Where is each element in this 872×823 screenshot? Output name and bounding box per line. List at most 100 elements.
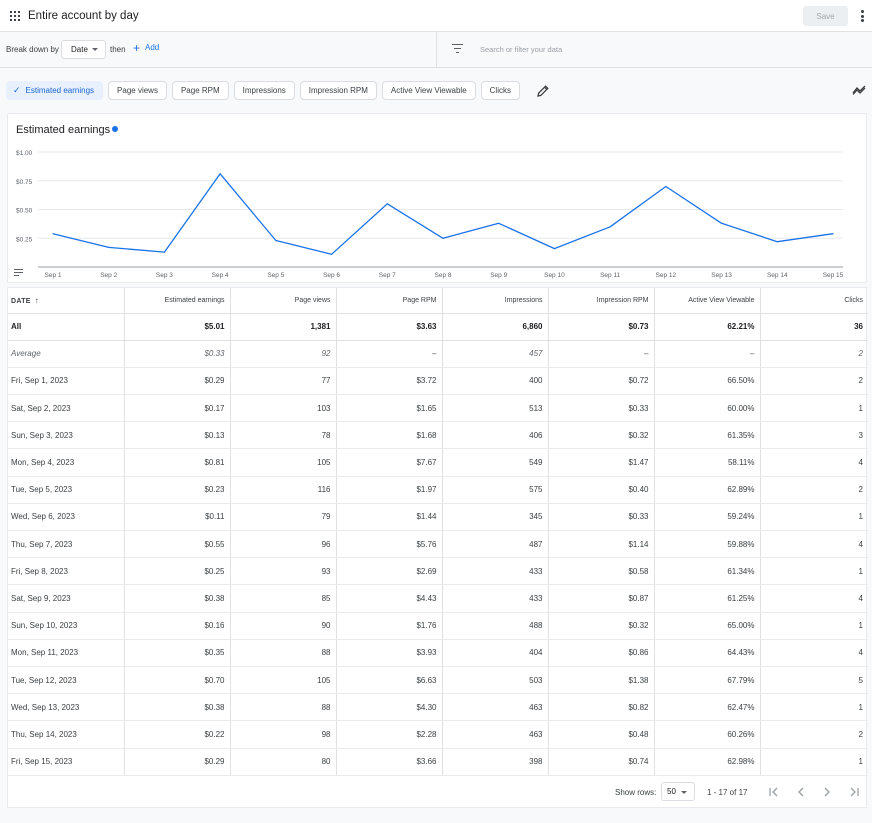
save-button[interactable]: Save: [803, 6, 848, 26]
add-dimension-button[interactable]: + Add: [133, 40, 160, 55]
plus-icon: +: [133, 40, 141, 55]
breakdown-label: Break down by: [6, 45, 59, 54]
chip-active-view-viewable[interactable]: Active View Viewable: [381, 81, 476, 100]
table-cell: 4: [760, 639, 868, 667]
column-header[interactable]: Impression RPM: [548, 288, 655, 314]
add-label: Add: [145, 43, 160, 52]
table-cell: $0.13: [124, 421, 231, 450]
table-cell: $0.87: [548, 584, 655, 613]
table-cell: 62.21%: [654, 313, 761, 341]
first-page-icon[interactable]: [767, 785, 781, 799]
more-options-icon[interactable]: [861, 10, 864, 22]
y-tick-label: $0.50: [16, 208, 33, 215]
next-page-icon[interactable]: [820, 785, 834, 799]
table-cell: 116: [230, 476, 337, 504]
table-cell: 88: [230, 639, 337, 667]
chip-impression-rpm[interactable]: Impression RPM: [299, 81, 377, 100]
table-cell: 78: [230, 421, 337, 450]
table-cell: $0.81: [124, 448, 231, 477]
data-point: [386, 203, 388, 205]
column-header[interactable]: Clicks: [760, 288, 868, 314]
edit-pencil-icon[interactable]: [536, 84, 550, 98]
table-cell: 59.88%: [654, 530, 761, 559]
table-row: Fri, Sep 8, 2023 $0.25 93 $2.69 433 $0.58 61.3…: [8, 557, 868, 586]
table-cell: $0.55: [124, 530, 231, 559]
previous-page-icon[interactable]: [794, 785, 808, 799]
table-cell: $2.28: [336, 720, 443, 749]
breakdown-bar: Break down by Date then + Add Search or …: [0, 32, 872, 68]
table-header-row: DATE ↑ Estimated earnings Page views Page RP…: [8, 288, 868, 314]
column-header-label: Impressions: [504, 296, 543, 304]
table-cell: –: [548, 340, 655, 368]
table-cell: $0.58: [548, 557, 655, 586]
table-cell: Tue, Sep 12, 2023: [8, 666, 125, 695]
table-cell: $0.48: [548, 720, 655, 749]
dimension-select[interactable]: Date: [61, 40, 106, 59]
table-cell: $1.38: [548, 666, 655, 695]
last-page-icon[interactable]: [847, 785, 861, 799]
chip-page-rpm[interactable]: Page RPM: [171, 81, 229, 100]
x-tick-label: Sep 12: [656, 272, 677, 279]
table-row: Wed, Sep 6, 2023 $0.11 79 $1.44 345 $0.33 59.2…: [8, 503, 868, 532]
table-cell: 65.00%: [654, 612, 761, 640]
table-cell: 90: [230, 612, 337, 640]
table-row: Thu, Sep 7, 2023 $0.55 96 $5.76 487 $1.14 59.8…: [8, 530, 868, 559]
table-row: Fri, Sep 15, 2023 $0.29 80 $3.66 398 $0.74 62.…: [8, 748, 868, 776]
table-cell: $0.33: [548, 503, 655, 532]
column-header[interactable]: DATE ↑: [8, 288, 125, 314]
filter-icon[interactable]: [452, 44, 463, 54]
table-row: Mon, Sep 4, 2023 $0.81 105 $7.67 549 $1.47 58.…: [8, 448, 868, 477]
apps-grid-icon[interactable]: [10, 10, 20, 21]
table-cell: $0.11: [124, 503, 231, 532]
y-tick-label: $0.75: [16, 179, 33, 186]
table-cell: 487: [442, 530, 549, 559]
table-cell: 575: [442, 476, 549, 504]
chip-page-views[interactable]: Page views: [108, 81, 167, 100]
table-cell: Tue, Sep 5, 2023: [8, 476, 125, 504]
table-cell: 2: [760, 476, 868, 504]
table-row: Mon, Sep 11, 2023 $0.35 88 $3.93 404 $0.86 64.…: [8, 639, 868, 667]
table-cell: $0.72: [548, 367, 655, 396]
column-header[interactable]: Page RPM: [336, 288, 443, 314]
x-tick-label: Sep 15: [823, 272, 844, 279]
table-cell: $0.29: [124, 748, 231, 776]
column-header[interactable]: Active View Viewable: [654, 288, 761, 314]
divider: [436, 32, 437, 68]
table-cell: $0.32: [548, 421, 655, 450]
table-cell: –: [654, 340, 761, 368]
table-cell: $0.16: [124, 612, 231, 640]
table-cell: 98: [230, 720, 337, 749]
column-header[interactable]: Page views: [230, 288, 337, 314]
data-point: [275, 239, 277, 242]
table-cell: $3.63: [336, 313, 443, 341]
x-tick-label: Sep 3: [156, 272, 173, 279]
check-icon: ✓: [13, 85, 21, 95]
table-cell: 60.26%: [654, 720, 761, 749]
chip-estimated-earnings[interactable]: ✓ Estimated earnings: [6, 81, 104, 100]
chip-clicks[interactable]: Clicks: [480, 81, 520, 100]
metric-chips: ✓ Estimated earnings Page views Page RPM…: [6, 81, 525, 100]
table-row: Sun, Sep 10, 2023 $0.16 90 $1.76 488 $0.32 65.…: [8, 612, 868, 640]
chip-label: Estimated earnings: [25, 86, 95, 95]
table-cell: $1.44: [336, 503, 443, 532]
table-cell: Average: [8, 340, 125, 368]
rows-per-page-select[interactable]: 50: [661, 782, 695, 801]
chip-impressions[interactable]: Impressions: [233, 81, 295, 100]
table-cell: 36: [760, 313, 868, 341]
caret-down-icon: [681, 791, 687, 794]
table-row: Sun, Sep 3, 2023 $0.13 78 $1.68 406 $0.32 61.3…: [8, 421, 868, 450]
chart-table-toggle-icon[interactable]: [14, 269, 23, 277]
table-cell: 503: [442, 666, 549, 695]
column-header[interactable]: Impressions: [442, 288, 549, 314]
table-cell: 3: [760, 421, 868, 450]
data-point: [52, 233, 54, 235]
table-cell: 398: [442, 748, 549, 776]
column-header[interactable]: Estimated earnings: [124, 288, 231, 314]
average-row: Average $0.33 92–457– –2: [8, 340, 868, 368]
trend-toggle-icon[interactable]: [852, 85, 866, 95]
column-header-label: Active View Viewable: [688, 296, 755, 304]
search-input[interactable]: Search or filter your data: [480, 45, 563, 54]
table-cell: 488: [442, 612, 549, 640]
table-cell: $0.35: [124, 639, 231, 667]
x-tick-label: Sep 10: [544, 272, 565, 279]
